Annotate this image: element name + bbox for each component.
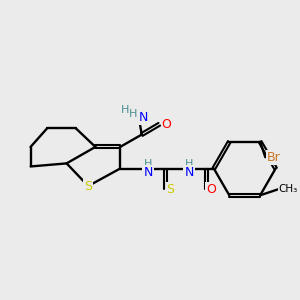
Text: O: O bbox=[161, 118, 171, 131]
Text: S: S bbox=[84, 179, 92, 193]
Text: Br: Br bbox=[267, 151, 280, 164]
Text: H: H bbox=[185, 159, 193, 170]
Text: H: H bbox=[121, 105, 130, 115]
Text: CH₃: CH₃ bbox=[278, 184, 298, 194]
Text: S: S bbox=[167, 183, 175, 196]
Text: H: H bbox=[144, 159, 152, 170]
Text: N: N bbox=[139, 111, 148, 124]
Text: H: H bbox=[129, 109, 138, 119]
Text: N: N bbox=[184, 166, 194, 179]
Text: O: O bbox=[206, 183, 216, 196]
Text: N: N bbox=[143, 166, 153, 179]
